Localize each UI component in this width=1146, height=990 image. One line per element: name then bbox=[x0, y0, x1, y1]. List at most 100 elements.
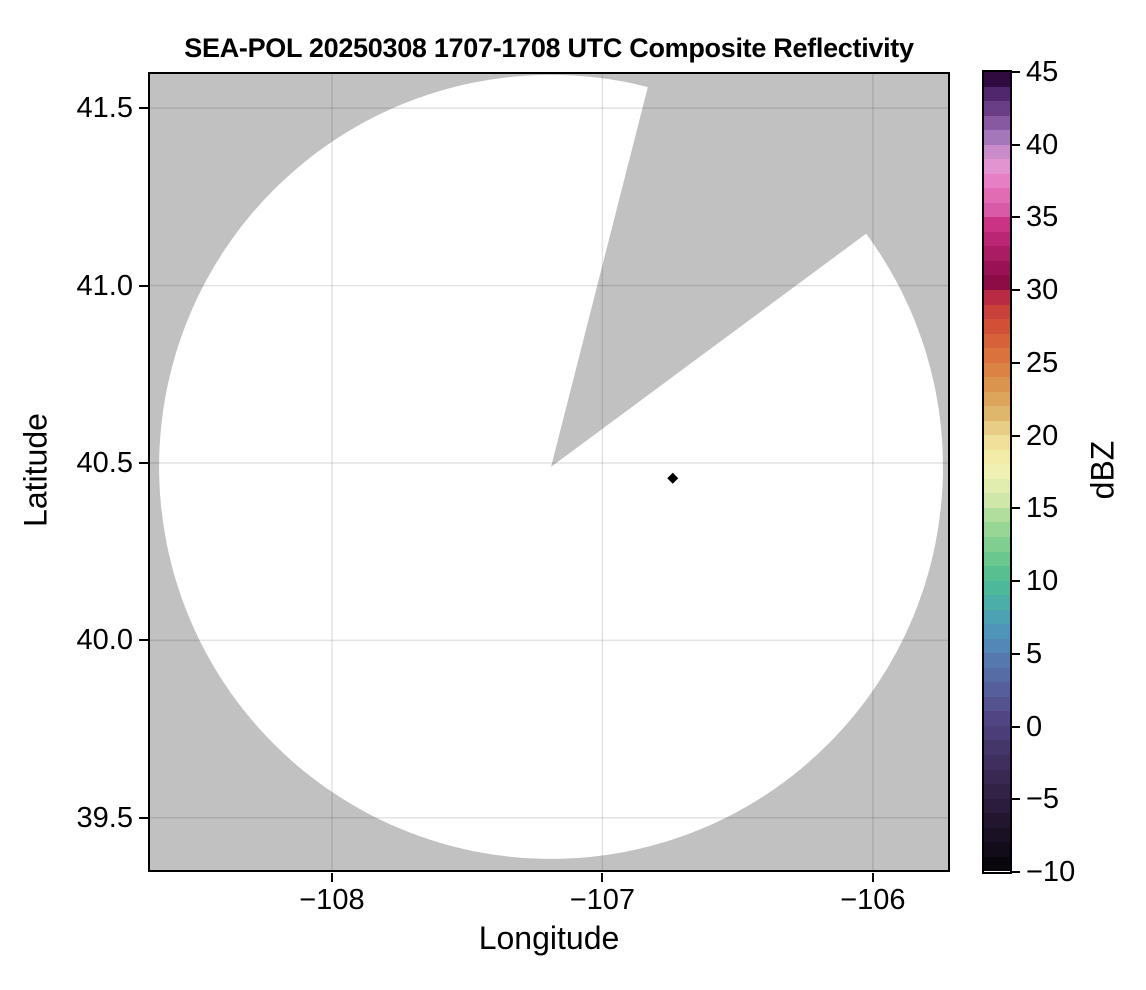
colorbar-segment bbox=[984, 566, 1010, 581]
colorbar-segment bbox=[984, 754, 1010, 770]
x-tick-mark bbox=[601, 873, 604, 882]
colorbar-segment bbox=[984, 319, 1010, 334]
colorbar-segment bbox=[984, 609, 1010, 625]
y-tick-label: 41.0 bbox=[76, 269, 133, 302]
chart-title: SEA-POL 20250308 1707-1708 UTC Composite… bbox=[184, 33, 914, 63]
colorbar-segment bbox=[984, 260, 1010, 276]
colorbar-tick-label: −10 bbox=[1026, 856, 1076, 888]
y-tick-mark bbox=[139, 816, 148, 819]
colorbar-tick-mark bbox=[1012, 216, 1020, 219]
colorbar-tick-mark bbox=[1012, 580, 1020, 583]
colorbar-segment bbox=[984, 638, 1010, 654]
plot-area bbox=[148, 72, 950, 872]
colorbar-tick-mark bbox=[1012, 652, 1020, 655]
colorbar-tick-mark bbox=[1012, 507, 1020, 510]
colorbar-segment bbox=[984, 304, 1010, 320]
colorbar-segment bbox=[984, 348, 1010, 363]
x-tick-mark bbox=[330, 873, 333, 882]
colorbar-segment bbox=[984, 653, 1010, 668]
colorbar-label: dBZ bbox=[1084, 440, 1121, 500]
colorbar-segment bbox=[984, 580, 1010, 596]
colorbar-segment bbox=[984, 856, 1010, 872]
colorbar-segment bbox=[984, 624, 1010, 639]
colorbar-segment bbox=[984, 231, 1010, 247]
colorbar-segment bbox=[984, 391, 1010, 407]
colorbar-segment bbox=[984, 464, 1010, 479]
colorbar-tick-label: 10 bbox=[1026, 565, 1059, 598]
y-axis-label: Latitude bbox=[17, 413, 54, 527]
colorbar-tick-label: 0 bbox=[1026, 710, 1043, 743]
colorbar-segment bbox=[984, 507, 1010, 523]
colorbar-tick-mark bbox=[1012, 71, 1020, 73]
colorbar-segment bbox=[984, 173, 1010, 189]
colorbar-tick-mark bbox=[1012, 434, 1020, 437]
colorbar-tick-label: 35 bbox=[1026, 201, 1059, 234]
y-tick-mark bbox=[139, 107, 148, 110]
colorbar-segment bbox=[984, 217, 1010, 232]
colorbar-tick-label: 20 bbox=[1026, 419, 1059, 452]
colorbar-tick-mark bbox=[1012, 361, 1020, 364]
colorbar-segment bbox=[984, 696, 1010, 712]
colorbar-tick-label: 15 bbox=[1026, 492, 1059, 525]
y-tick-mark bbox=[139, 639, 148, 642]
colorbar-segment bbox=[984, 493, 1010, 508]
y-tick-mark bbox=[139, 284, 148, 287]
y-tick-label: 41.5 bbox=[76, 92, 133, 125]
colorbar-segment bbox=[984, 435, 1010, 450]
colorbar-tick-label: 45 bbox=[1026, 56, 1059, 88]
colorbar-segment bbox=[984, 725, 1010, 741]
colorbar-segment bbox=[984, 813, 1010, 828]
y-tick-label: 39.5 bbox=[76, 801, 133, 834]
colorbar-segment bbox=[984, 406, 1010, 421]
colorbar-segment bbox=[984, 86, 1010, 102]
y-tick-label: 40.5 bbox=[76, 446, 133, 479]
colorbar-tick-label: 5 bbox=[1026, 637, 1043, 670]
colorbar-segment bbox=[984, 188, 1010, 203]
colorbar-segment bbox=[984, 101, 1010, 116]
colorbar-segment bbox=[984, 682, 1010, 697]
colorbar-tick-label: 30 bbox=[1026, 274, 1059, 307]
x-tick-mark bbox=[871, 873, 874, 882]
colorbar-segment bbox=[984, 711, 1010, 726]
x-tick-label: −107 bbox=[569, 884, 636, 916]
colorbar-segment bbox=[984, 784, 1010, 799]
colorbar-segment bbox=[984, 449, 1010, 465]
colorbar-segment bbox=[984, 420, 1010, 436]
colorbar-segment bbox=[984, 667, 1010, 683]
colorbar-segment bbox=[984, 362, 1010, 378]
radar-reflectivity-canvas bbox=[148, 72, 950, 872]
y-tick-mark bbox=[139, 461, 148, 464]
x-tick-label: −108 bbox=[299, 884, 365, 916]
colorbar-segment bbox=[984, 740, 1010, 755]
colorbar-tick-mark bbox=[1012, 143, 1020, 146]
colorbar bbox=[982, 70, 1012, 874]
colorbar-segment bbox=[984, 159, 1010, 174]
colorbar-segment bbox=[984, 842, 1010, 857]
colorbar-segment bbox=[984, 115, 1010, 131]
x-tick-label: −106 bbox=[840, 884, 906, 916]
x-axis-label: Longitude bbox=[478, 920, 620, 956]
colorbar-tick-mark bbox=[1012, 871, 1020, 873]
colorbar-segment bbox=[984, 798, 1010, 814]
colorbar-segment bbox=[984, 551, 1010, 567]
colorbar-segment bbox=[984, 827, 1010, 843]
colorbar-segment bbox=[984, 769, 1010, 785]
colorbar-tick-label: 40 bbox=[1026, 128, 1059, 161]
colorbar-tick-label: 25 bbox=[1026, 346, 1059, 379]
y-tick-label: 40.0 bbox=[76, 624, 133, 657]
colorbar-segment bbox=[984, 478, 1010, 494]
site-marker-diamond bbox=[667, 472, 679, 484]
colorbar-segment bbox=[984, 72, 1010, 87]
colorbar-segment bbox=[984, 333, 1010, 349]
colorbar-tick-mark bbox=[1012, 725, 1020, 728]
colorbar-segment bbox=[984, 289, 1010, 305]
colorbar-tick-label: −5 bbox=[1026, 783, 1060, 816]
colorbar-tick-mark bbox=[1012, 289, 1020, 292]
colorbar-tick-mark bbox=[1012, 798, 1020, 801]
axes-spine bbox=[148, 72, 950, 872]
colorbar-segment bbox=[984, 144, 1010, 160]
colorbar-segment bbox=[984, 202, 1010, 218]
colorbar-segment bbox=[984, 275, 1010, 290]
colorbar-segment bbox=[984, 246, 1010, 261]
